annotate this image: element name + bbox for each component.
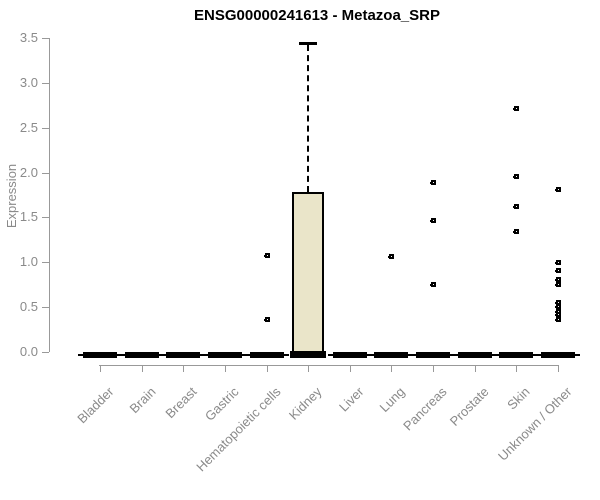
- flat-box-breast: [166, 352, 200, 358]
- y-tick-label: 1.0: [19, 254, 38, 269]
- flat-box-gastric: [208, 352, 242, 358]
- y-axis-line: [49, 38, 50, 352]
- outlier-point-skin: [513, 106, 519, 111]
- outlier-point-hematopoietic-cells: [264, 317, 270, 322]
- box-kidney: [292, 192, 324, 353]
- x-tick: [225, 365, 226, 372]
- flat-box-pancreas: [416, 352, 450, 358]
- x-tick: [516, 365, 517, 372]
- outlier-point-unknown-other: [555, 268, 561, 273]
- x-tick: [350, 365, 351, 372]
- x-tick: [267, 365, 268, 372]
- y-tick-label: 3.0: [19, 75, 38, 90]
- y-tick: [42, 307, 49, 308]
- outlier-point-lung: [388, 254, 394, 259]
- outlier-point-pancreas: [430, 180, 436, 185]
- outlier-point-skin: [513, 204, 519, 209]
- upper-whisker-kidney: [307, 45, 309, 192]
- y-tick-label: 0.0: [19, 344, 38, 359]
- flat-box-prostate: [458, 352, 492, 358]
- x-tick: [391, 365, 392, 372]
- y-axis-label: Expression: [4, 163, 19, 229]
- y-tick: [42, 38, 49, 39]
- flat-box-liver: [333, 352, 367, 358]
- x-tick: [433, 365, 434, 372]
- flat-box-bladder: [83, 352, 117, 358]
- flat-box-lung: [374, 352, 408, 358]
- y-tick: [42, 262, 49, 263]
- y-tick: [42, 217, 49, 218]
- flat-box-skin: [499, 352, 533, 358]
- y-tick: [42, 83, 49, 84]
- outlier-point-skin: [513, 229, 519, 234]
- outlier-point-hematopoietic-cells: [264, 253, 270, 258]
- x-tick: [475, 365, 476, 372]
- chart-title: ENSG00000241613 - Metazoa_SRP: [194, 7, 440, 24]
- flat-box-unknown-other: [541, 352, 575, 358]
- outlier-point-unknown-other: [555, 312, 561, 317]
- flat-box-brain: [125, 352, 159, 358]
- y-tick-label: 2.5: [19, 120, 38, 135]
- x-tick: [100, 365, 101, 372]
- outlier-point-pancreas: [430, 218, 436, 223]
- x-tick: [183, 365, 184, 372]
- x-tick: [558, 365, 559, 372]
- y-tick-label: 0.5: [19, 299, 38, 314]
- flat-box-hematopoietic-cells: [250, 352, 284, 358]
- y-tick-label: 2.0: [19, 165, 38, 180]
- outlier-point-unknown-other: [555, 260, 561, 265]
- x-axis-line: [99, 365, 559, 366]
- x-tick: [308, 365, 309, 372]
- x-tick: [142, 365, 143, 372]
- median-line-kidney: [290, 351, 326, 358]
- y-tick: [42, 128, 49, 129]
- outlier-point-unknown-other: [555, 277, 561, 282]
- whisker-cap-kidney: [299, 42, 317, 45]
- y-tick-label: 1.5: [19, 209, 38, 224]
- y-tick: [42, 173, 49, 174]
- outlier-point-unknown-other: [555, 282, 561, 287]
- y-tick-label: 3.5: [19, 30, 38, 45]
- outlier-point-unknown-other: [555, 304, 561, 309]
- outlier-point-pancreas: [430, 282, 436, 287]
- outlier-point-unknown-other: [555, 317, 561, 322]
- outlier-point-skin: [513, 174, 519, 179]
- y-tick: [42, 352, 49, 353]
- outlier-point-unknown-other: [555, 187, 561, 192]
